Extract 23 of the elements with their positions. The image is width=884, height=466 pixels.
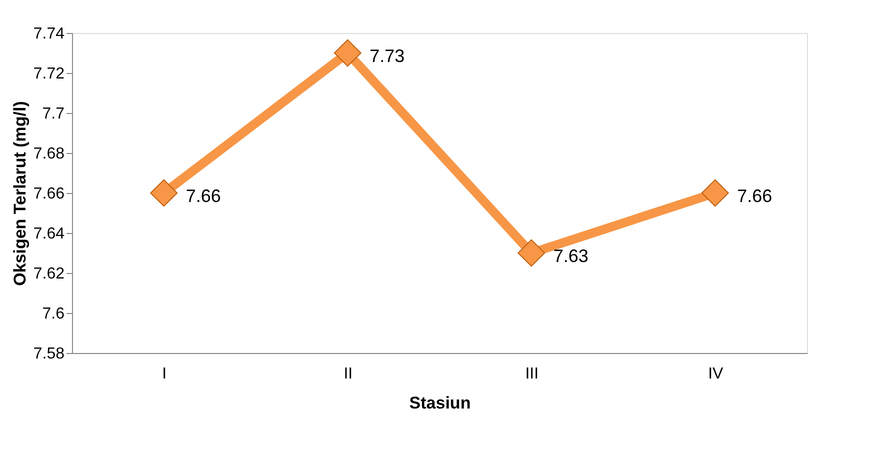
y-tick-label: 7.64: [33, 226, 65, 242]
x-tick-label: IV: [708, 366, 724, 382]
point: [518, 239, 546, 267]
point: [334, 39, 362, 67]
data-label: 7.63: [553, 246, 588, 266]
y-axis-title: Oksigen Terlarut (mg/l): [10, 101, 30, 286]
y-tick-label: 7.74: [33, 26, 65, 42]
x-tick-label: III: [525, 366, 539, 382]
y-tick-label: 7.72: [33, 66, 65, 82]
x-tick-label: I: [162, 366, 167, 382]
y-tick-label: 7.6: [42, 306, 65, 322]
data-label: 7.66: [186, 186, 221, 206]
y-tick-label: 7.58: [33, 346, 65, 362]
point: [150, 179, 178, 207]
y-tick-label: 7.66: [33, 186, 65, 202]
y-tick-label: 7.62: [33, 266, 65, 282]
y-tick-label: 7.7: [42, 106, 65, 122]
data-label: 7.73: [370, 46, 405, 66]
x-axis-title: Stasiun: [409, 394, 471, 412]
y-tick-label: 7.68: [33, 146, 65, 162]
x-tick-label: II: [344, 366, 353, 382]
data-label: 7.66: [737, 186, 772, 206]
point: [701, 179, 729, 207]
